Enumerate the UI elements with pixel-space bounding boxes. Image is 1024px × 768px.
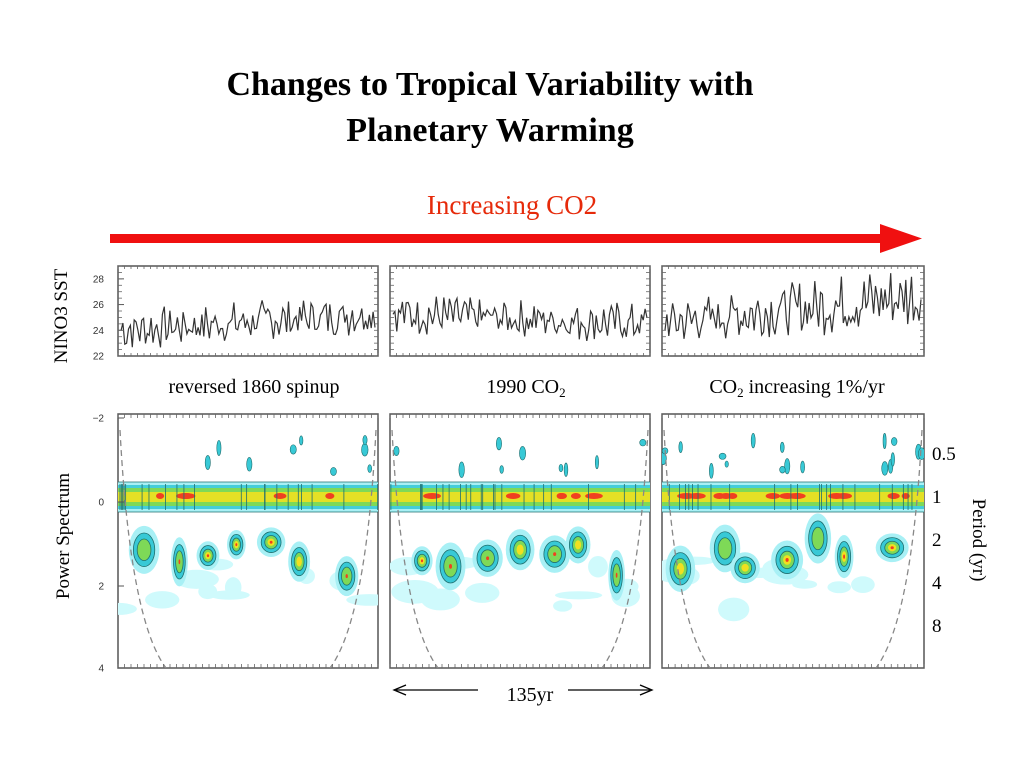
panel-title-3-suffix: increasing 1%/yr [743, 376, 885, 398]
span-135yr-label: 135yr [506, 684, 554, 706]
period-tick-3: 4 [932, 573, 942, 594]
power-tick-label: 0 [98, 498, 104, 509]
sst-lines [120, 273, 922, 348]
slide-title: Changes to Tropical Variability with Pla… [0, 62, 980, 154]
period-tick-0: 0.5 [932, 444, 956, 465]
sst-axis-ticks: 22 24 26 28 [93, 265, 925, 363]
wavelet-contours [118, 429, 924, 668]
sst-line-2 [392, 296, 648, 342]
power-tick-label: 4 [98, 664, 104, 675]
panel-title-1-text: reversed 1860 spinup [168, 376, 340, 398]
sst-panel-3 [661, 265, 925, 357]
power-tick-label: 2 [98, 582, 104, 593]
sst-line-1 [120, 300, 376, 348]
power-axis-ticks: −2 0 2 4 [93, 414, 925, 675]
wavelet-panel-1 [117, 413, 379, 669]
panel-title-3-subscript: 2 [737, 385, 744, 400]
sst-tick-label: 24 [93, 326, 105, 337]
period-tick-1: 1 [932, 487, 942, 508]
span-arrow [392, 684, 654, 696]
sst-tick-label: 22 [93, 352, 105, 363]
sst-axis-label: NINO3 SST [51, 268, 72, 364]
panel-title-2-text: 1990 CO [486, 376, 560, 398]
period-axis-label: Period (yr) [968, 498, 989, 582]
power-tick-label: −2 [93, 414, 105, 425]
increasing-co2-arrow [110, 224, 922, 253]
period-tick-4: 8 [932, 616, 942, 637]
title-line-1: Changes to Tropical Variability with [226, 66, 754, 103]
sst-timeseries-frames [117, 265, 925, 357]
sst-tick-label: 26 [93, 300, 105, 311]
period-tick-2: 2 [932, 530, 942, 551]
title-line-2: Planetary Warming [346, 112, 634, 149]
increasing-co2-label: Increasing CO2 [426, 190, 598, 220]
sst-tick-label: 28 [93, 274, 105, 285]
wavelet-panel-2-content [390, 429, 650, 668]
panel-title-3: CO2 increasing 1%/yr [662, 376, 932, 399]
panel-title-3-text: CO [709, 376, 738, 398]
panel-title-2-subscript: 2 [559, 385, 566, 400]
wavelet-panel-1-content [118, 429, 378, 668]
wavelet-panel-3-content [662, 429, 924, 668]
panel-title-1: reversed 1860 spinup [118, 376, 390, 399]
panel-title-2: 1990 CO2 [390, 376, 662, 399]
sst-line-3 [664, 273, 922, 339]
power-spectrum-axis-label: Power Spectrum [53, 472, 74, 600]
